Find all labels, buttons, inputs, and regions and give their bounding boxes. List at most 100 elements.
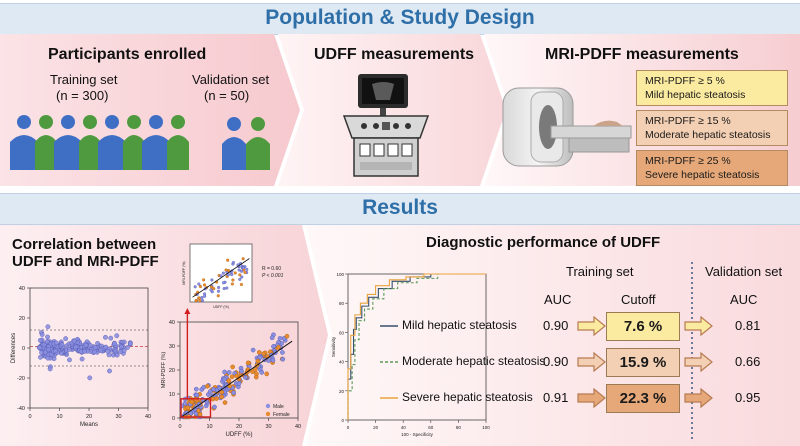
inset-data-point (241, 257, 245, 261)
inset-data-point (197, 296, 201, 300)
inset-y-axis-label: MRI-PDFF (%) (182, 261, 186, 284)
data-point (87, 375, 93, 381)
data-point (264, 371, 269, 377)
data-point (239, 368, 244, 374)
data-point (226, 378, 232, 383)
auc-train-value: 0.90 (543, 354, 569, 369)
roc-curve (347, 273, 486, 420)
right-arrow-icon (684, 316, 713, 336)
data-point (255, 358, 261, 364)
person-icon (222, 117, 246, 170)
data-point (37, 337, 43, 343)
validation-set-count: (n = 50) (204, 88, 250, 103)
data-point (261, 351, 266, 357)
data-point (226, 370, 232, 375)
person-icon (98, 115, 126, 170)
validation-set-header: Validation set (705, 264, 783, 279)
roc-legend-label: Severe hepatic steatosis (402, 390, 533, 404)
data-point (114, 333, 120, 339)
data-point (39, 332, 45, 337)
inset-data-point (202, 278, 206, 282)
inset-data-point (193, 285, 197, 289)
y-tick-label: 40 (339, 360, 345, 365)
x-tick-label: 100 (482, 425, 490, 430)
inset-data-point (231, 260, 235, 265)
inset-stat-p: P < 0.001 (262, 273, 284, 279)
inset-data-point (233, 271, 237, 275)
inset-data-point (209, 285, 214, 289)
grade-moderate-box: MRI-PDFF ≥ 15 % Moderate hepatic steatos… (636, 110, 788, 146)
x-tick-label: 20 (373, 425, 379, 430)
y-tick-label: 40 (19, 286, 25, 292)
data-point (236, 381, 242, 386)
x-axis-label: UDFF (%) (226, 432, 253, 438)
data-point (284, 333, 290, 339)
inset-data-point (243, 270, 247, 275)
participants-people-icons (10, 115, 270, 170)
inset-data-point (240, 269, 244, 273)
inset-data-point (221, 271, 225, 275)
auc-val-value: 0.95 (735, 390, 761, 405)
data-point (48, 352, 54, 357)
data-point (193, 386, 199, 392)
legend-male-marker (265, 403, 271, 409)
inset-data-point (209, 288, 213, 292)
x-axis-label: Means (80, 422, 98, 428)
data-point (205, 383, 210, 389)
data-point (66, 347, 72, 352)
ultrasound-machine-icon (342, 74, 430, 177)
right-arrow-icon (684, 388, 713, 408)
data-point (259, 370, 265, 375)
y-tick-label: 40 (169, 320, 175, 326)
y-tick-label: 20 (169, 368, 175, 374)
x-tick-label: 20 (236, 424, 242, 430)
grade-mild-label: Mild hepatic steatosis (645, 89, 746, 101)
data-point (197, 412, 203, 417)
training-set-header: Training set (566, 264, 634, 279)
data-point (270, 357, 276, 363)
correlation-title-line2: UDFF and MRI-PDFF (12, 253, 159, 270)
grade-severe-label: Severe hepatic steatosis (645, 169, 760, 181)
mri-title: MRI-PDFF measurements (545, 46, 739, 63)
roc-legend-label: Moderate hepatic steatosis (402, 354, 546, 368)
person-icon (142, 115, 170, 170)
data-point (105, 348, 111, 354)
person-icon (54, 115, 82, 170)
legend-female-marker (265, 411, 271, 417)
inset-data-point (200, 295, 204, 300)
inset-data-point (203, 294, 207, 298)
inset-data-point (217, 285, 221, 290)
data-point (79, 356, 85, 362)
data-point (277, 336, 283, 341)
data-point (63, 336, 69, 342)
auc-val-value: 0.66 (735, 354, 761, 369)
y-tick-label: 10 (169, 392, 175, 398)
data-point (82, 348, 87, 354)
data-point (103, 344, 109, 350)
data-point (269, 335, 275, 341)
y-tick-label: -20 (17, 376, 25, 382)
grade-moderate-threshold: MRI-PDFF ≥ 15 % (645, 115, 731, 127)
data-point (53, 348, 58, 354)
y-tick-label: 0 (172, 416, 175, 422)
roc-legend-line (380, 325, 398, 327)
data-point (185, 405, 190, 411)
inset-data-point (237, 268, 241, 272)
results-banner (0, 193, 800, 225)
inset-data-point (230, 272, 234, 277)
grade-mild-threshold: MRI-PDFF ≥ 5 % (645, 75, 725, 87)
mri-scanner-icon (502, 87, 632, 167)
inset-data-point (230, 282, 234, 286)
y-axis-label: Sensitivity (331, 336, 336, 357)
inset-frame (189, 243, 253, 303)
legend-male-label: Male (273, 404, 284, 410)
grade-moderate-label: Moderate hepatic steatosis (645, 129, 771, 141)
inset-data-point (198, 284, 203, 289)
data-point (38, 354, 43, 360)
data-point (59, 342, 65, 348)
inset-data-point (238, 277, 242, 281)
udff-title: UDFF measurements (314, 46, 475, 63)
data-point (253, 374, 259, 380)
data-point (245, 360, 251, 366)
